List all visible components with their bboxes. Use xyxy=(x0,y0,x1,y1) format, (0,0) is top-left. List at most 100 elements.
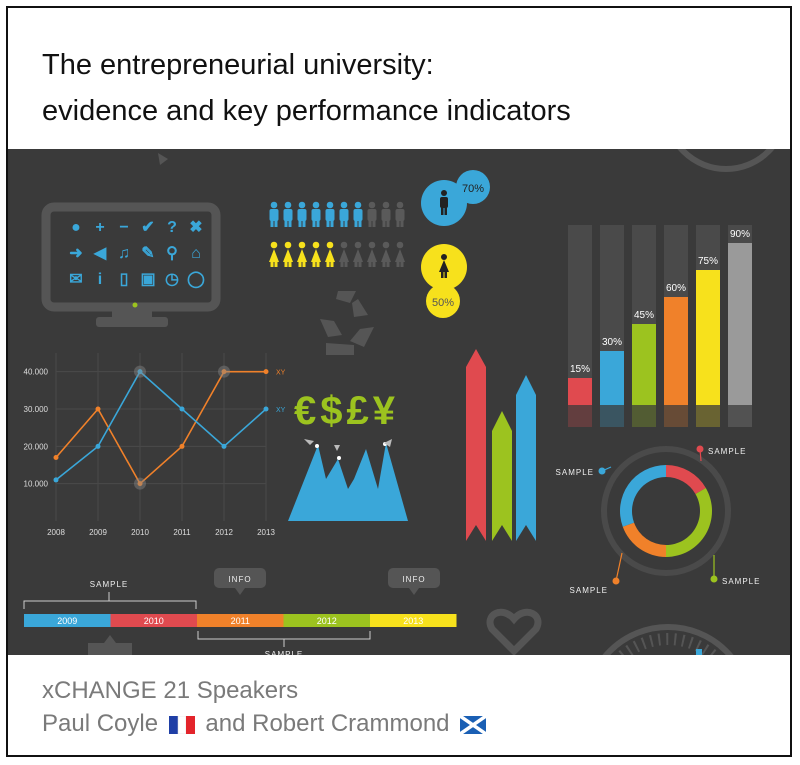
bar xyxy=(696,270,720,405)
data-point xyxy=(221,443,227,449)
x-tick-label: 2010 xyxy=(131,528,149,537)
data-point xyxy=(95,406,101,412)
female-person-icon xyxy=(381,241,391,267)
gender-circles: 70% 50% xyxy=(421,170,490,318)
male-icon xyxy=(440,190,448,215)
speaker-icon: ◀ xyxy=(93,245,107,262)
timeline-year: 2012 xyxy=(317,616,337,626)
timeline-segment xyxy=(370,614,457,627)
close-icon: ✖ xyxy=(189,219,202,236)
donut-sample-label: SAMPLE xyxy=(722,577,760,586)
x-tick-label: 2012 xyxy=(215,528,233,537)
timeline-sample-bottom: SAMPLE xyxy=(265,650,303,655)
x-tick-label: 2009 xyxy=(89,528,107,537)
arrow-right-icon: ➜ xyxy=(69,245,82,262)
data-point xyxy=(137,481,143,487)
timeline-segment xyxy=(197,614,284,627)
male-person-icon xyxy=(395,201,405,227)
bottom-ring xyxy=(602,624,734,655)
female-person-icon xyxy=(395,241,405,267)
line-chart: 2008 2009 2010 2011 2012 2013 10.000 20.000 30.0… xyxy=(24,353,286,537)
male-person-icon xyxy=(283,201,293,227)
currency-symbols: €$£¥ xyxy=(294,389,399,433)
wrench-icon: ✎ xyxy=(141,245,154,262)
bar-label: 90% xyxy=(730,229,750,240)
infographic-svg: ● + − ✔? ✖ ➜ ◀ ♫ ✎ ⚲ ⌂ ✉ i ▯ ▣ ◷ ◯ 70% 50% xyxy=(23,149,775,655)
page-title: The entrepreneurial university: evidence… xyxy=(42,42,782,134)
title-line-2: evidence and key performance indicators xyxy=(42,95,571,127)
bar-reflection xyxy=(632,405,656,427)
female-person-icon xyxy=(269,241,279,267)
recycle-icon xyxy=(320,291,374,355)
home-icon: ⌂ xyxy=(191,245,201,262)
bar xyxy=(600,351,624,405)
top-decorations xyxy=(158,149,775,172)
france-flag-icon xyxy=(168,715,195,734)
donut-segment xyxy=(622,522,666,557)
male-percent: 70% xyxy=(462,183,484,195)
x-tick-label: 2013 xyxy=(257,528,275,537)
bar xyxy=(664,297,688,405)
bar-reflection xyxy=(728,405,752,427)
series-line xyxy=(55,370,267,481)
male-person-icon xyxy=(297,201,307,227)
female-person-icon xyxy=(367,241,377,267)
male-person-icon xyxy=(269,201,279,227)
speaker-1: Paul Coyle xyxy=(42,710,159,737)
phone-icon: ▯ xyxy=(120,271,129,288)
people-figures xyxy=(269,201,405,267)
bar-label: 15% xyxy=(570,364,590,375)
female-person-icon xyxy=(339,241,349,267)
question-icon: ? xyxy=(167,219,177,236)
title-line-1: The entrepreneurial university: xyxy=(42,49,434,81)
data-point xyxy=(53,477,59,483)
footer: xCHANGE 21 Speakers Paul Coyle and Rober… xyxy=(42,674,490,740)
male-person-icon xyxy=(353,201,363,227)
icon-grid: ● + − ✔? ✖ ➜ ◀ ♫ ✎ ⚲ ⌂ ✉ i ▯ ▣ ◷ ◯ xyxy=(69,219,205,289)
male-person-icon xyxy=(339,201,349,227)
timeline: SAMPLE INFO INFO 2009 2010 2011 2012 2013 SAMPLE xyxy=(23,568,457,655)
donut-sample-label: SAMPLE xyxy=(570,586,608,595)
donut-sample-label: SAMPLE xyxy=(556,468,594,477)
speaker-2: Robert Crammond xyxy=(252,710,450,737)
bar-label: 75% xyxy=(698,256,718,267)
bar-track xyxy=(568,225,592,405)
magnifier-icon: ⚲ xyxy=(166,245,178,262)
scotland-flag-icon xyxy=(460,715,487,734)
y-tick-label: 20.000 xyxy=(24,442,49,451)
minus-icon: − xyxy=(119,219,128,236)
timeline-segment xyxy=(283,614,370,627)
timeline-segment xyxy=(110,614,197,627)
female-person-icon xyxy=(325,241,335,267)
series-line xyxy=(55,370,266,485)
female-person-icon xyxy=(283,241,293,267)
timeline-year: 2009 xyxy=(57,616,77,626)
y-tick-label: 10.000 xyxy=(24,480,49,489)
bar xyxy=(728,243,752,405)
conjunction: and xyxy=(205,710,246,737)
data-point xyxy=(137,369,143,375)
male-person-icon xyxy=(367,201,377,227)
bar xyxy=(568,378,592,405)
bar-reflection xyxy=(664,405,688,427)
female-person-icon xyxy=(297,241,307,267)
monitor-graphic: ● + − ✔? ✖ ➜ ◀ ♫ ✎ ⚲ ⌂ ✉ i ▯ ▣ ◷ ◯ xyxy=(41,202,221,327)
y-tick-label: 40.000 xyxy=(24,368,49,377)
donut-segment xyxy=(666,465,706,494)
music-icon: ♫ xyxy=(118,245,130,262)
bar xyxy=(632,324,656,405)
data-point xyxy=(221,369,227,375)
bar-label: 60% xyxy=(666,283,686,294)
data-point xyxy=(179,443,185,449)
info-bubble: INFO xyxy=(402,575,425,584)
rising-arrows xyxy=(466,349,536,541)
highlight-halo xyxy=(218,365,230,378)
female-person-icon xyxy=(353,241,363,267)
info-bubble: INFO xyxy=(228,575,251,584)
y-tick-label: 30.000 xyxy=(24,405,49,414)
x-tick-label: 2011 xyxy=(173,528,191,537)
info-icon: i xyxy=(98,271,102,288)
heart-icon xyxy=(486,608,542,655)
highlight-halo xyxy=(134,365,146,378)
bar-reflection xyxy=(568,405,592,427)
